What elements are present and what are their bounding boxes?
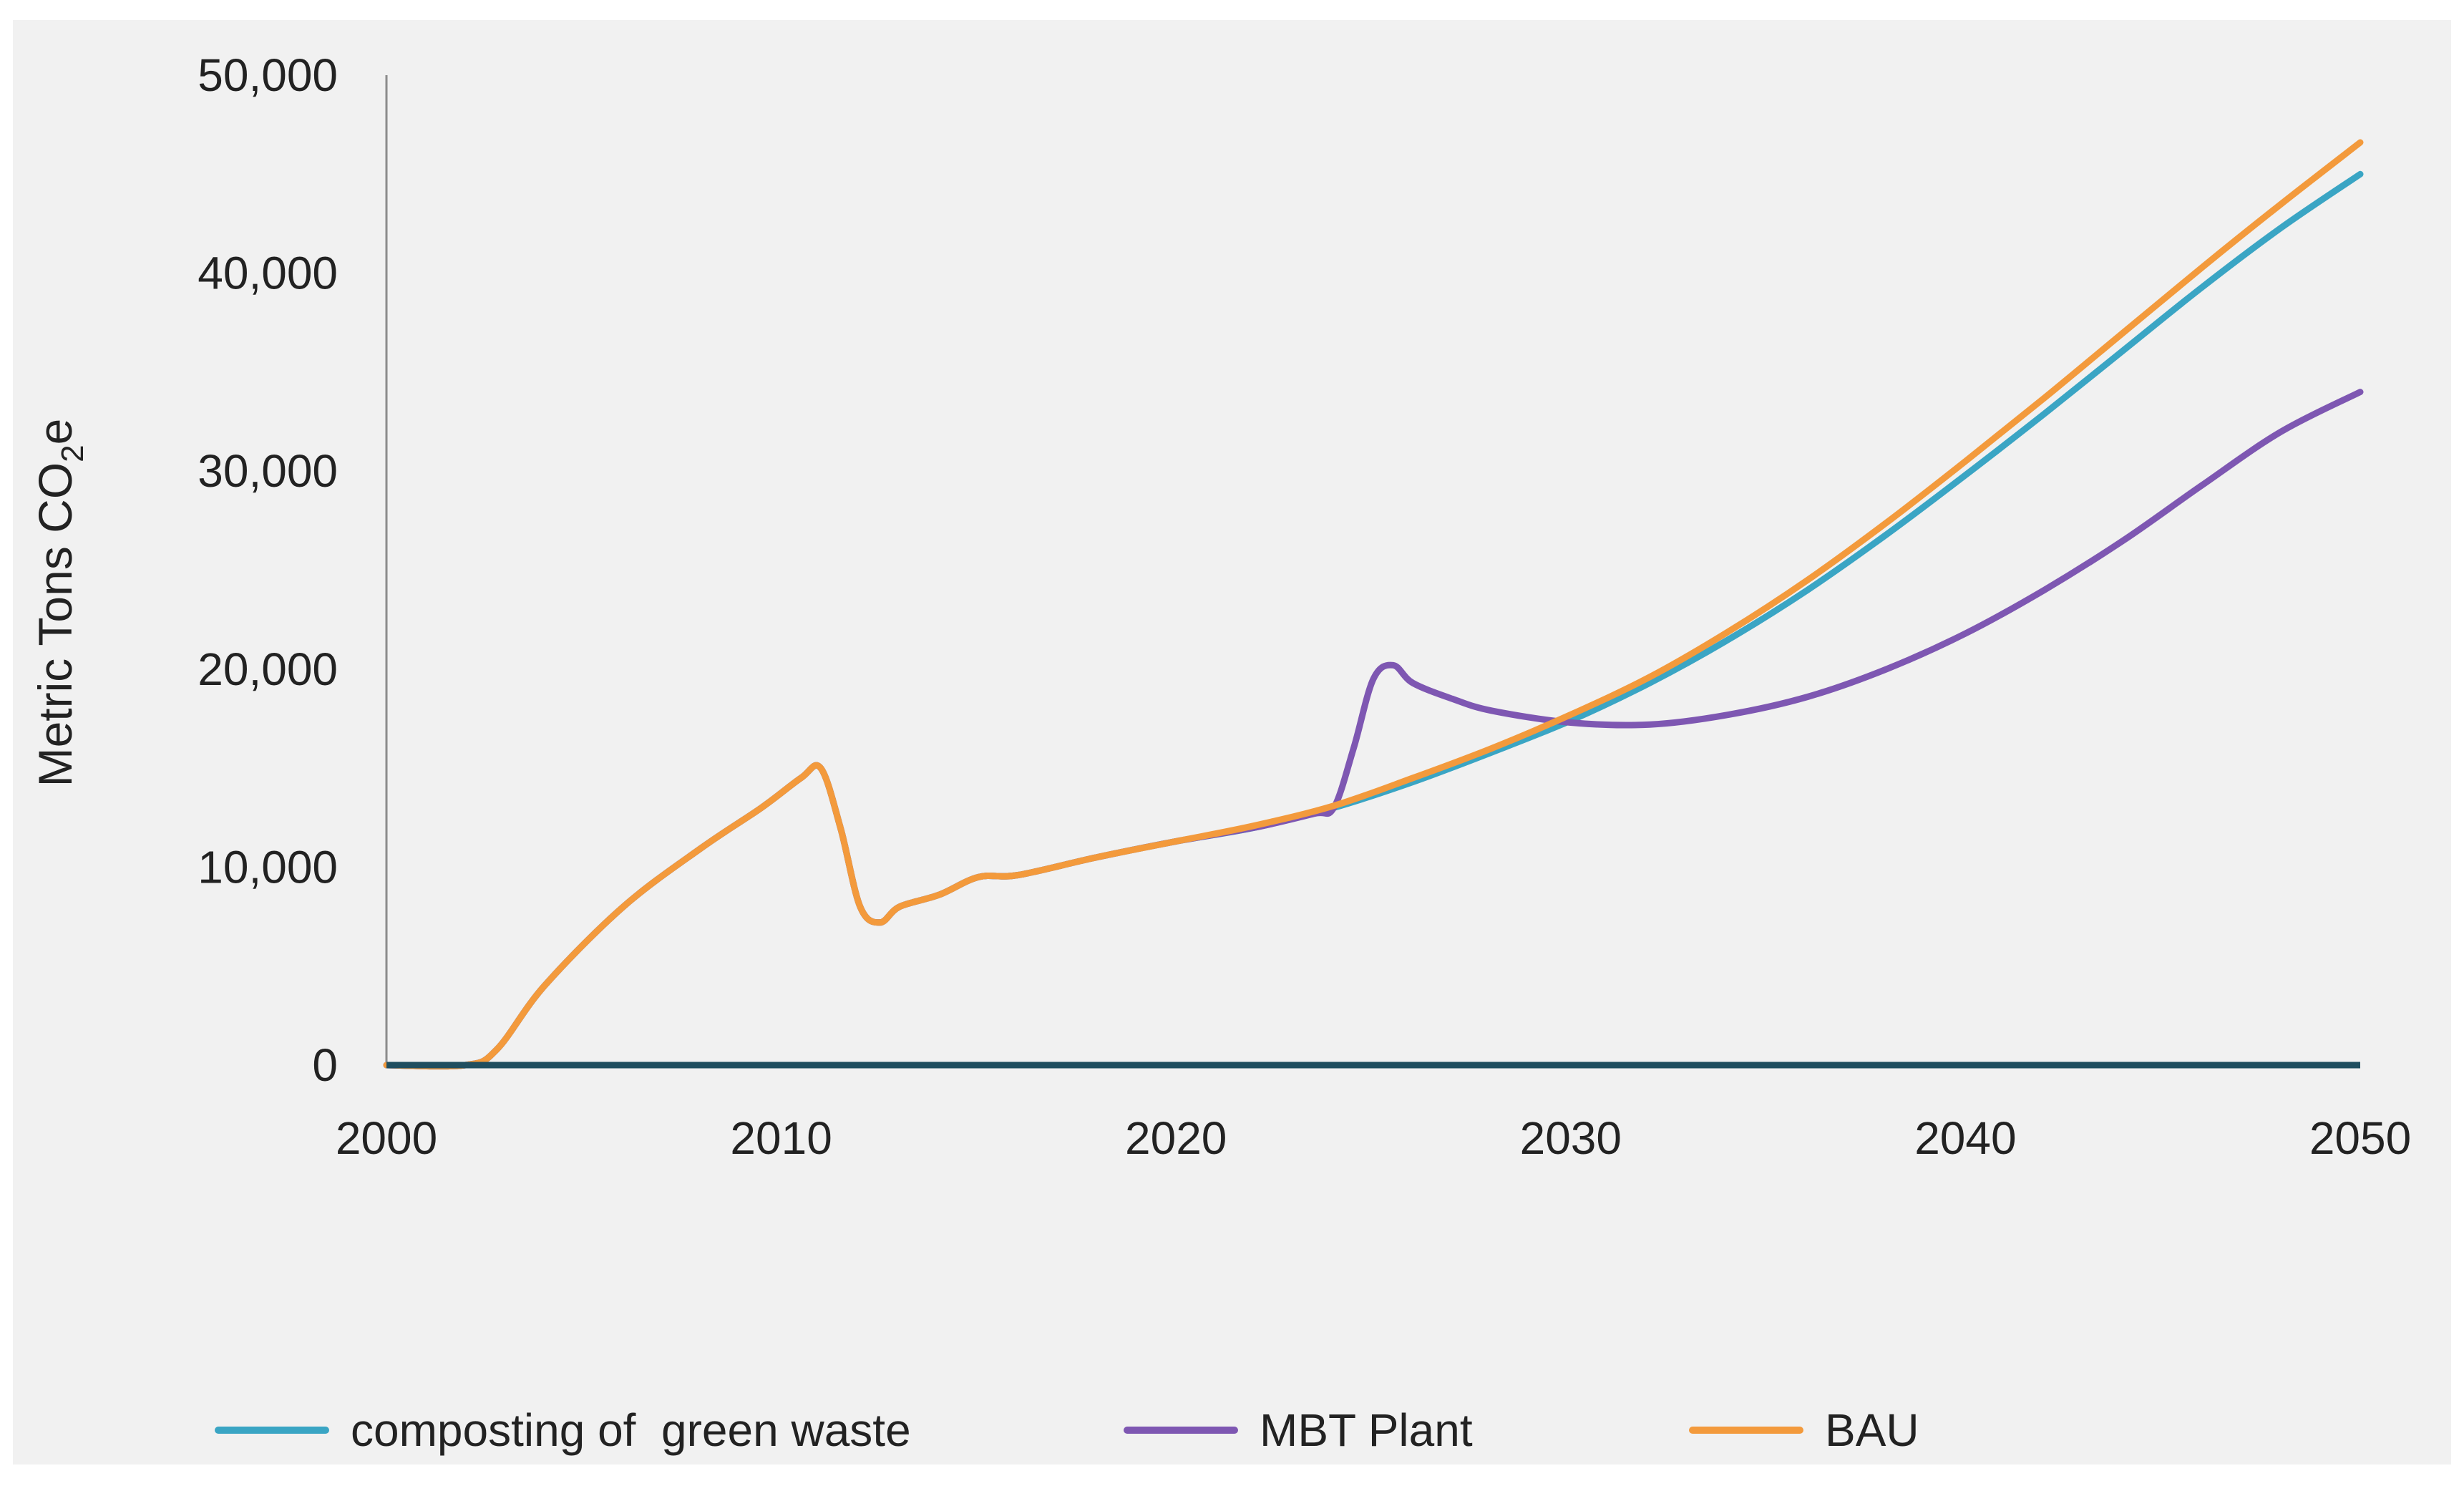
x-tick-label: 2020: [1125, 1112, 1227, 1164]
y-tick-label: 0: [312, 1039, 338, 1091]
legend: composting of green waste MBT Plant BAU: [215, 1404, 1919, 1456]
y-tick-label: 10,000: [198, 841, 338, 893]
x-tick-label: 2010: [730, 1112, 832, 1164]
x-tick-labels: 2000 2010 2020 2030 2040 2050: [336, 1112, 2411, 1164]
series-lines: [383, 139, 2364, 1070]
y-axis-label-subscript: 2: [55, 445, 90, 462]
x-tick-label: 2050: [2309, 1112, 2411, 1164]
legend-item-mbt-plant: MBT Plant: [1124, 1404, 1473, 1456]
y-tick-label: 50,000: [198, 49, 338, 101]
chart-background: [13, 20, 2451, 1465]
y-axis-label-main: Metric Tons CO: [29, 462, 82, 787]
legend-label: BAU: [1825, 1404, 1919, 1456]
x-tick-label: 2000: [336, 1112, 437, 1164]
legend-label: MBT Plant: [1260, 1404, 1473, 1456]
x-tick-label: 2040: [1914, 1112, 2016, 1164]
y-axis-label: Metric Tons CO2e: [29, 419, 90, 787]
y-tick-label: 30,000: [198, 445, 338, 497]
y-axis-label-end: e: [29, 419, 82, 445]
legend-item-bau: BAU: [1689, 1404, 1919, 1456]
svg-text:Metric Tons CO2e: Metric Tons CO2e: [29, 419, 90, 787]
y-tick-label: 20,000: [198, 643, 338, 695]
legend-item-composting-of-green-waste: composting of green waste: [215, 1404, 911, 1456]
legend-label: composting of green waste: [351, 1404, 911, 1456]
x-tick-label: 2030: [1520, 1112, 1622, 1164]
series-line-bau: [383, 139, 2364, 1070]
y-tick-labels: 0 10,000 20,000 30,000 40,000 50,000: [198, 49, 338, 1091]
y-tick-label: 40,000: [198, 248, 338, 299]
